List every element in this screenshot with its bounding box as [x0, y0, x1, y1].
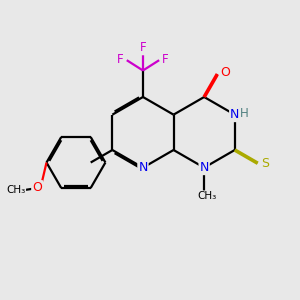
Text: O: O: [220, 66, 230, 79]
Text: F: F: [117, 53, 124, 66]
Text: CH₃: CH₃: [197, 191, 217, 201]
Text: CH₃: CH₃: [6, 185, 25, 196]
Text: F: F: [140, 41, 146, 54]
Text: N: N: [138, 161, 148, 174]
Text: H: H: [240, 107, 249, 120]
Text: N: N: [200, 161, 209, 174]
Text: F: F: [162, 53, 169, 66]
Text: O: O: [32, 181, 42, 194]
Text: N: N: [230, 108, 239, 121]
Text: S: S: [261, 157, 269, 170]
